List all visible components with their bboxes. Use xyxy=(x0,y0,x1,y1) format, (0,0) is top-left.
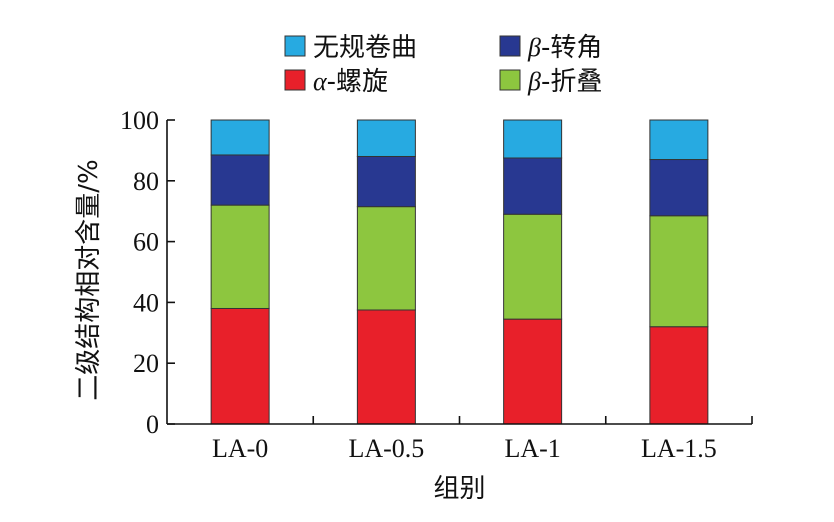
y-tick-label: 0 xyxy=(146,410,159,439)
y-tick-label: 100 xyxy=(120,106,159,135)
y-tick-label: 40 xyxy=(133,288,159,317)
bar-segment xyxy=(356,309,416,425)
legend-label: 无规卷曲 xyxy=(313,33,417,63)
legend-swatch xyxy=(284,69,306,91)
bar-segment xyxy=(503,157,563,215)
x-axis-title: 组别 xyxy=(433,474,485,504)
bar-segment xyxy=(649,326,709,425)
bar-segment xyxy=(210,154,270,206)
bar-segment xyxy=(210,307,270,425)
bar-segment xyxy=(356,155,416,208)
y-tick-label: 60 xyxy=(133,228,159,257)
bar-segment xyxy=(503,119,563,159)
y-axis-title: 二级结构相对含量/% xyxy=(74,159,104,400)
x-tick-label: LA-0.5 xyxy=(348,434,424,463)
x-tick-label: LA-1.5 xyxy=(641,434,717,463)
y-tick-label: 80 xyxy=(133,167,159,196)
axes: 0 20 40 60 80 100 LA-0 LA-0.5 LA-1 LA-1.5 xyxy=(120,106,753,463)
y-axis-ticks: 0 20 40 60 80 100 xyxy=(120,106,175,439)
legend-label-text: -螺旋 xyxy=(327,67,388,97)
legend-swatch xyxy=(284,35,306,57)
legend-swatch xyxy=(499,35,521,57)
bar-segment xyxy=(649,159,709,217)
legend-swatch xyxy=(499,69,521,91)
legend: 无规卷曲 β-转角 α-螺旋 β-折叠 xyxy=(284,33,602,97)
bar-segment xyxy=(356,206,416,311)
bar-segment xyxy=(503,213,563,320)
bar-segment xyxy=(503,318,563,425)
legend-label: β-转角 xyxy=(527,33,602,63)
bar-segment xyxy=(649,215,709,328)
x-axis-ticks: LA-0 LA-0.5 LA-1 LA-1.5 xyxy=(212,416,753,463)
bar-segment xyxy=(356,119,416,157)
legend-label-text: 无规卷曲 xyxy=(313,33,417,63)
legend-label-greek: β xyxy=(527,67,541,96)
legend-label: α-螺旋 xyxy=(313,67,388,97)
x-tick-label: LA-1 xyxy=(504,434,560,463)
x-tick-label: LA-0 xyxy=(212,434,268,463)
bar-segment xyxy=(210,204,270,309)
legend-label: β-折叠 xyxy=(527,67,602,97)
plot-area xyxy=(210,119,709,425)
y-tick-label: 20 xyxy=(133,349,159,378)
legend-label-greek: β xyxy=(527,33,541,62)
legend-label-text: -转角 xyxy=(541,33,602,63)
bar-segment xyxy=(649,119,709,161)
legend-label-text: -折叠 xyxy=(541,67,602,97)
legend-label-greek: α xyxy=(313,67,328,96)
bar-segment xyxy=(210,119,270,156)
